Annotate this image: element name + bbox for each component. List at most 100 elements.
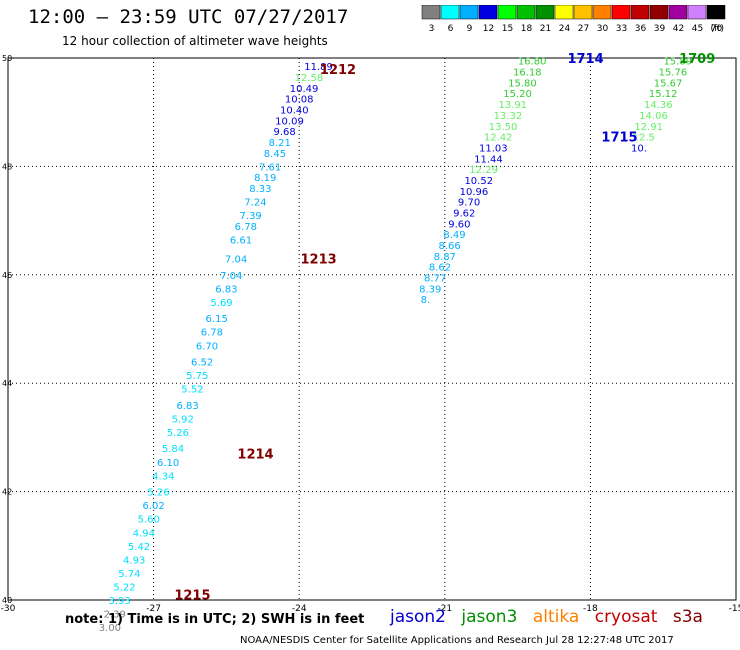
legend-swatch <box>687 5 707 20</box>
swh-value-label: 9.62 <box>453 208 475 219</box>
swh-value-label: 8.21 <box>269 138 291 149</box>
legend-unit: (ft) <box>710 24 724 34</box>
swh-value-label: 5.22 <box>113 582 135 593</box>
swh-value-label: 10.52 <box>464 176 493 187</box>
legend-label: 6 <box>448 24 454 34</box>
legend-label: 9 <box>467 24 473 34</box>
swh-value-label: 15.67 <box>654 78 683 89</box>
swh-value-label: 7.04 <box>225 255 247 266</box>
legend-swatch <box>630 5 650 20</box>
plot-frame <box>7 57 737 601</box>
legend-label: 18 <box>521 24 533 34</box>
y-tick-label: 40 <box>2 596 12 605</box>
legend-label: 33 <box>616 24 627 34</box>
swh-value-label: 7.39 <box>240 211 262 222</box>
y-tick-label: 50 <box>2 54 12 63</box>
satellite-name: jason2 <box>390 607 446 627</box>
legend-swatch <box>554 5 574 20</box>
swh-value-label: 13.50 <box>489 122 518 133</box>
legend-swatch <box>592 5 612 20</box>
x-tick-label: -24 <box>292 604 307 614</box>
y-tick-label: 42 <box>2 488 12 497</box>
y-tick-label: 44 <box>2 379 12 388</box>
swh-value-label: 15.76 <box>659 68 688 79</box>
time-label: 1715 <box>601 131 637 146</box>
time-label: 1212 <box>320 63 356 78</box>
satellite-legend: jason2 jason3 altika cryosat s3a <box>390 607 713 627</box>
swh-value-label: 13.91 <box>498 100 527 111</box>
swh-value-label: 2.39 <box>104 610 126 621</box>
legend-label: 39 <box>654 24 666 34</box>
time-label: 1215 <box>174 589 210 604</box>
legend-swatch <box>478 5 498 20</box>
swh-value-label: 6.83 <box>215 284 237 295</box>
satellite-name: altika <box>532 607 580 627</box>
page-title: 12:00 — 23:59 UTC 07/27/2017 <box>28 6 349 28</box>
legend-label: 70 <box>711 24 723 34</box>
footnote: note: 1) Time is in UTC; 2) SWH is in fe… <box>65 612 365 627</box>
legend-swatch <box>421 5 441 20</box>
swh-value-label: 8.19 <box>254 173 276 184</box>
swh-value-label: 5.42 <box>128 542 150 553</box>
time-label: 1714 <box>567 52 603 67</box>
swh-value-label: 5.69 <box>210 298 232 309</box>
swh-value-label: 7.24 <box>244 198 266 209</box>
swh-value-label: 8.39 <box>419 284 441 295</box>
swh-value-label: 5.52 <box>181 385 203 396</box>
data-labels: 11.8912.5810.4910.0810.4010.099.688.218.… <box>99 52 715 634</box>
legend-swatch <box>535 5 555 20</box>
legend-swatch <box>706 5 726 20</box>
legend-label: 15 <box>502 24 513 34</box>
swh-value-label: 10.08 <box>285 95 314 106</box>
satellite-name: jason3 <box>461 607 518 627</box>
swh-value-label: 6.70 <box>196 341 218 352</box>
swh-value-label: 6.52 <box>191 358 213 369</box>
swh-value-label: 15.89 <box>663 57 692 68</box>
swh-value-label: 10. <box>631 143 647 154</box>
swh-value-label: 8.33 <box>249 184 271 195</box>
swh-value-label: 8.66 <box>439 241 461 252</box>
legend-label: 3 <box>429 24 435 34</box>
swh-value-label: 6.10 <box>157 458 179 469</box>
legend-swatch <box>440 5 460 20</box>
legend-label: 24 <box>559 24 571 34</box>
page-subtitle: 12 hour collection of altimeter wave hei… <box>62 34 328 48</box>
swh-value-label: 15.80 <box>508 78 537 89</box>
time-label: 1213 <box>301 253 337 268</box>
legend-swatch <box>668 5 688 20</box>
swh-value-label: 9.60 <box>448 219 470 230</box>
x-tick-label: -15 <box>729 604 740 614</box>
x-tick-label: -27 <box>146 604 161 614</box>
swh-value-label: 12.91 <box>634 122 663 133</box>
legend-label: 21 <box>540 24 551 34</box>
swh-value-label: 11.44 <box>474 154 503 165</box>
swh-value-label: 5.26 <box>167 428 189 439</box>
swh-value-label: 7.61 <box>259 162 281 173</box>
swh-value-label: 5.60 <box>138 515 160 526</box>
swh-value-label: 10.96 <box>460 187 489 198</box>
satellite-name: cryosat <box>594 607 658 627</box>
legend-swatch <box>573 5 593 20</box>
swh-value-label: 14.36 <box>644 100 673 111</box>
swh-value-label: 5.26 <box>147 488 169 499</box>
legend-swatch <box>497 5 517 20</box>
swh-value-label: 7.04 <box>220 271 242 282</box>
swh-value-label: 6.02 <box>142 501 164 512</box>
time-label: 1214 <box>237 448 273 463</box>
swh-value-label: 16.80 <box>518 57 547 68</box>
swh-value-label: 6.78 <box>201 328 223 339</box>
legend-label: 30 <box>597 24 609 34</box>
swh-value-label: 12.58 <box>295 73 324 84</box>
swh-value-label: 4.93 <box>123 555 145 566</box>
swh-value-label: 5.74 <box>118 569 140 580</box>
swh-value-label: 8.87 <box>434 252 456 263</box>
swh-value-label: 9.70 <box>458 198 480 209</box>
credit-line: NOAA/NESDIS Center for Satellite Applica… <box>240 635 674 646</box>
swh-value-label: 15.20 <box>503 89 532 100</box>
swh-value-label: 4.94 <box>133 528 155 539</box>
swh-value-label: 12.5 <box>633 133 655 144</box>
satellite-name: s3a <box>672 607 703 627</box>
swh-value-label: 8.49 <box>443 230 465 241</box>
legend-swatch <box>516 5 536 20</box>
